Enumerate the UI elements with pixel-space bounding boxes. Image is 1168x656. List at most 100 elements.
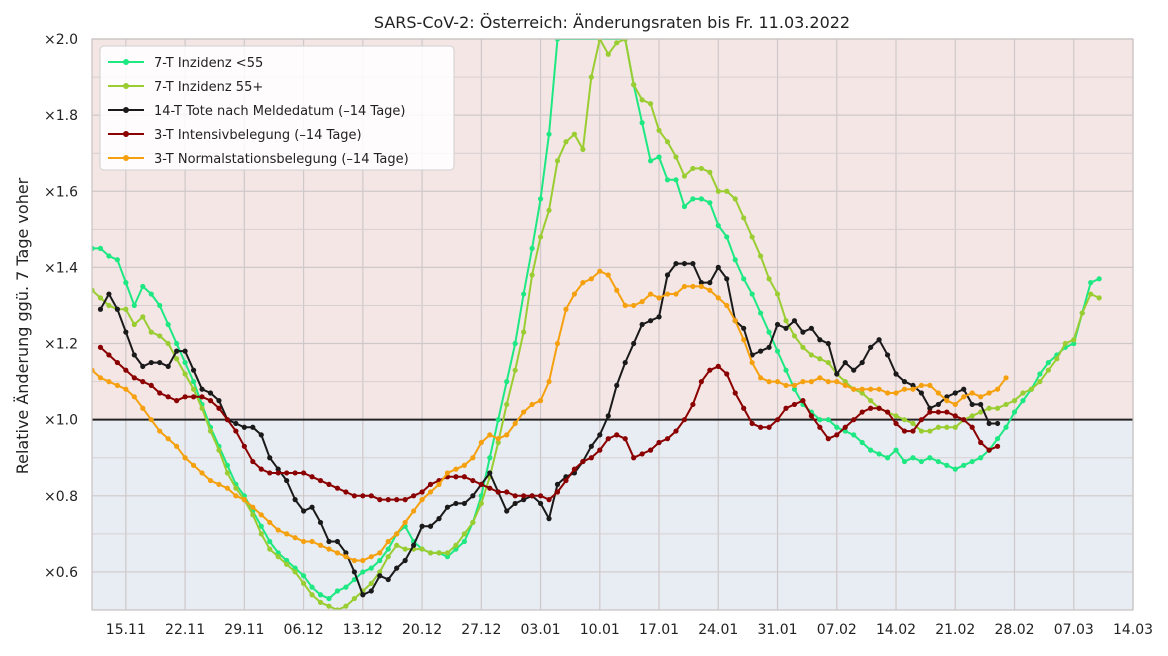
y-tick-label: ×0.8 bbox=[44, 489, 78, 505]
data-point bbox=[588, 276, 594, 282]
data-point bbox=[622, 359, 628, 366]
data-point bbox=[258, 466, 264, 472]
data-point bbox=[368, 580, 374, 586]
data-point bbox=[631, 455, 637, 461]
data-point bbox=[258, 432, 264, 438]
data-point bbox=[791, 333, 798, 339]
data-point bbox=[326, 481, 332, 487]
data-point bbox=[673, 154, 679, 160]
data-point bbox=[233, 420, 239, 427]
data-point bbox=[961, 462, 967, 468]
data-point bbox=[436, 481, 442, 487]
data-point bbox=[707, 200, 713, 206]
data-point bbox=[140, 314, 146, 320]
data-point bbox=[842, 379, 848, 385]
legend-box bbox=[99, 45, 455, 171]
data-point bbox=[453, 542, 459, 548]
data-point bbox=[893, 447, 899, 453]
data-point bbox=[834, 424, 840, 430]
data-point bbox=[487, 485, 493, 491]
data-point bbox=[233, 485, 239, 491]
data-point bbox=[656, 314, 662, 320]
y-axis-ticks: ×0.6 ×0.8 ×1.0 ×1.2 ×1.4 ×1.6 ×1.8 ×2.0 bbox=[44, 32, 78, 581]
y-tick-label: ×1.6 bbox=[44, 184, 78, 200]
data-point bbox=[351, 557, 357, 564]
data-point bbox=[978, 439, 984, 446]
data-point bbox=[842, 382, 848, 389]
data-point bbox=[106, 352, 112, 358]
data-point bbox=[817, 356, 823, 362]
data-point bbox=[681, 173, 688, 179]
data-point bbox=[791, 401, 798, 408]
legend-item: 7-T Inzidenz <55 bbox=[108, 56, 263, 71]
data-point bbox=[961, 394, 967, 400]
data-point bbox=[521, 291, 527, 297]
data-point bbox=[961, 417, 967, 423]
legend-label: 14-T Tote nach Meldedatum (–14 Tage) bbox=[154, 104, 406, 119]
data-point bbox=[92, 287, 95, 293]
data-point bbox=[495, 439, 501, 446]
data-point bbox=[808, 325, 814, 331]
data-point bbox=[986, 447, 992, 453]
data-point bbox=[918, 390, 925, 396]
data-point bbox=[825, 417, 831, 423]
data-point bbox=[546, 497, 552, 503]
data-point bbox=[377, 569, 383, 575]
data-point bbox=[664, 177, 671, 183]
data-point bbox=[901, 417, 908, 423]
data-point bbox=[859, 390, 865, 396]
chart-title: SARS-CoV-2: Österreich: Änderungsraten b… bbox=[374, 13, 850, 32]
data-point bbox=[419, 546, 425, 552]
data-point bbox=[563, 306, 569, 312]
data-point bbox=[817, 375, 823, 381]
data-point bbox=[758, 424, 764, 430]
data-point bbox=[571, 131, 578, 137]
data-point bbox=[673, 260, 679, 267]
data-point bbox=[554, 39, 561, 42]
x-tick-label: 20.12 bbox=[402, 622, 442, 638]
data-point bbox=[605, 413, 611, 419]
data-point bbox=[631, 82, 637, 88]
data-point bbox=[351, 569, 357, 575]
data-point bbox=[427, 550, 434, 556]
data-point bbox=[766, 276, 772, 282]
data-point bbox=[537, 500, 544, 507]
data-point bbox=[901, 428, 908, 434]
data-point bbox=[741, 215, 747, 221]
data-point bbox=[394, 497, 400, 503]
data-point bbox=[707, 287, 713, 293]
x-axis-ticks: 15.11 22.11 29.11 06.12 13.12 20.12 27.12 03.01… bbox=[106, 622, 1153, 638]
x-tick-label: 14.03 bbox=[1113, 622, 1153, 638]
data-point bbox=[258, 531, 264, 537]
data-point bbox=[250, 512, 256, 518]
data-point bbox=[309, 504, 315, 510]
data-point bbox=[292, 535, 298, 541]
x-tick-label: 31.01 bbox=[757, 622, 797, 638]
data-point bbox=[774, 379, 781, 385]
data-point bbox=[385, 576, 391, 583]
data-point bbox=[605, 51, 611, 57]
data-point bbox=[884, 409, 891, 415]
data-point bbox=[207, 477, 214, 484]
data-point bbox=[808, 413, 814, 419]
data-point bbox=[114, 306, 120, 312]
data-point bbox=[588, 443, 594, 449]
data-point bbox=[1037, 371, 1043, 377]
data-point bbox=[92, 367, 95, 373]
data-point bbox=[994, 443, 1001, 449]
data-point bbox=[724, 188, 730, 194]
data-point bbox=[994, 405, 1001, 411]
data-point bbox=[732, 390, 738, 396]
data-point bbox=[918, 428, 925, 434]
data-point bbox=[546, 516, 552, 522]
data-point bbox=[114, 257, 120, 263]
data-point bbox=[402, 519, 408, 526]
data-point bbox=[842, 359, 848, 366]
data-point bbox=[893, 420, 899, 427]
y-tick-label: ×1.4 bbox=[44, 260, 78, 276]
data-point bbox=[1045, 359, 1051, 366]
data-point bbox=[504, 489, 510, 495]
data-point bbox=[647, 447, 654, 453]
data-point bbox=[1088, 291, 1094, 297]
data-point bbox=[656, 154, 662, 160]
